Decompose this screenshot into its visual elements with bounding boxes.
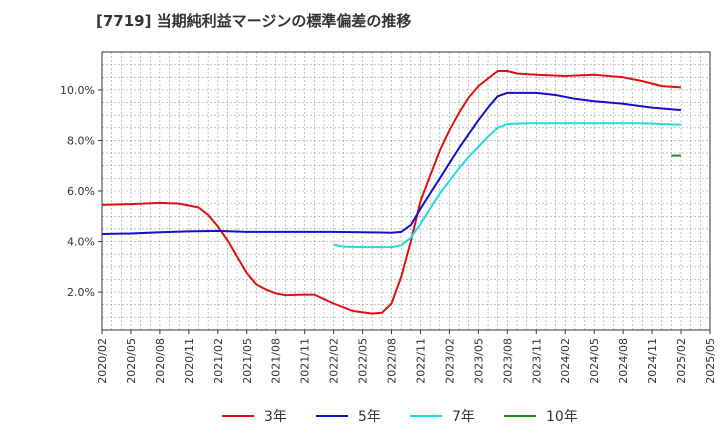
x-tick-label: 2024/05 xyxy=(588,338,601,384)
x-tick-label: 2021/02 xyxy=(212,338,225,384)
x-tick-label: 2021/05 xyxy=(241,338,254,384)
legend-label: 7年 xyxy=(452,409,475,425)
grid-layer xyxy=(101,51,711,331)
x-tick-label: 2022/08 xyxy=(386,338,399,384)
y-tick-label: 8.0% xyxy=(67,134,95,147)
x-tick-label: 2020/08 xyxy=(154,338,167,384)
x-tick-label: 2023/11 xyxy=(530,338,543,384)
x-tick-label: 2023/08 xyxy=(501,338,514,384)
x-tick-label: 2023/05 xyxy=(472,338,485,384)
axis-layer: 2.0% 4.0% 6.0% 8.0% 10.0% 2020/02 2020/05 2020/… xyxy=(60,84,717,384)
y-tick-label: 6.0% xyxy=(67,185,95,198)
chart-title: [7719] 当期純利益マージンの標準偏差の推移 xyxy=(96,12,412,30)
series-layer xyxy=(101,70,682,315)
x-tick-label: 2024/08 xyxy=(617,338,630,384)
x-tick-label: 2025/05 xyxy=(704,338,717,384)
legend-swatch xyxy=(410,415,442,417)
legend-item: 5年 xyxy=(316,404,381,428)
x-tick-label: 2023/02 xyxy=(443,338,456,384)
legend-item: 7年 xyxy=(410,404,475,428)
series-line-7年 xyxy=(333,122,682,249)
legend-swatch xyxy=(504,415,536,417)
legend-label: 5年 xyxy=(358,409,381,425)
y-tick-label: 10.0% xyxy=(60,84,95,97)
series-line-3年 xyxy=(101,70,682,315)
x-tick-label: 2022/02 xyxy=(328,338,341,384)
legend-swatch xyxy=(316,415,348,417)
x-tick-label: 2022/05 xyxy=(357,338,370,384)
x-tick-label: 2020/02 xyxy=(96,338,109,384)
series-line-5年 xyxy=(101,91,682,235)
legend-label: 10年 xyxy=(546,409,578,425)
x-tick-label: 2022/11 xyxy=(414,338,427,384)
legend-label: 3年 xyxy=(264,409,287,425)
x-tick-label: 2020/05 xyxy=(125,338,138,384)
legend-item: 10年 xyxy=(504,404,578,428)
x-tick-label: 2024/11 xyxy=(646,338,659,384)
x-tick-label: 2021/11 xyxy=(299,338,312,384)
y-tick-label: 4.0% xyxy=(67,236,95,249)
x-tick-label: 2021/08 xyxy=(270,338,283,384)
x-tick-label: 2020/11 xyxy=(183,338,196,384)
legend: 3年 5年 7年 10年 xyxy=(0,404,720,428)
x-tick-label: 2024/02 xyxy=(559,338,572,384)
legend-item: 3年 xyxy=(222,404,287,428)
x-tick-label: 2025/02 xyxy=(675,338,688,384)
legend-swatch xyxy=(222,415,254,417)
y-tick-label: 2.0% xyxy=(67,286,95,299)
